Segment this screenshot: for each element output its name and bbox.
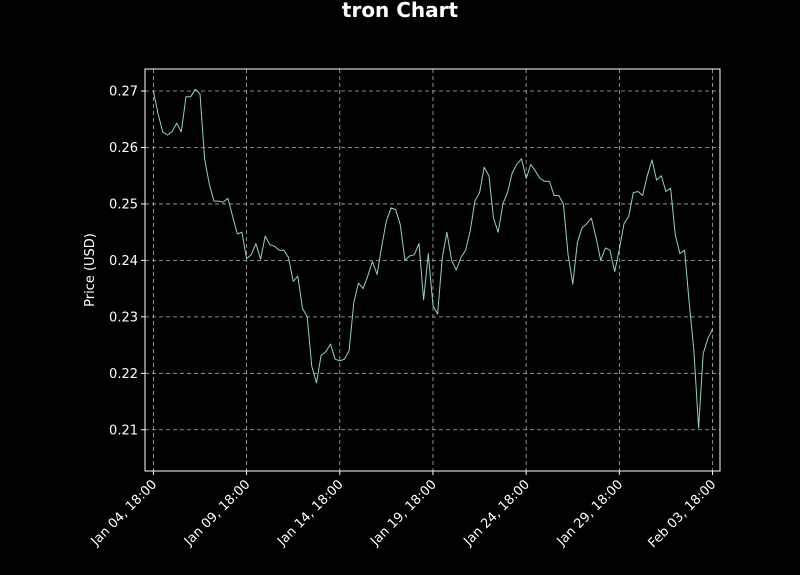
y-tick-label: 0.23 <box>109 310 138 325</box>
y-tick-label: 0.21 <box>109 423 138 438</box>
chart-title: tron Chart <box>342 0 459 22</box>
y-tick-label: 0.24 <box>109 254 138 269</box>
y-tick-label: 0.26 <box>109 141 138 156</box>
y-tick-label: 0.22 <box>109 367 138 382</box>
series-layer <box>152 88 713 429</box>
grid-layer <box>145 69 720 471</box>
y-tick-label: 0.27 <box>109 85 138 100</box>
y-axis-label: Price (USD) <box>83 233 98 307</box>
price-line <box>152 88 713 429</box>
y-tick-label: 0.25 <box>109 197 138 212</box>
